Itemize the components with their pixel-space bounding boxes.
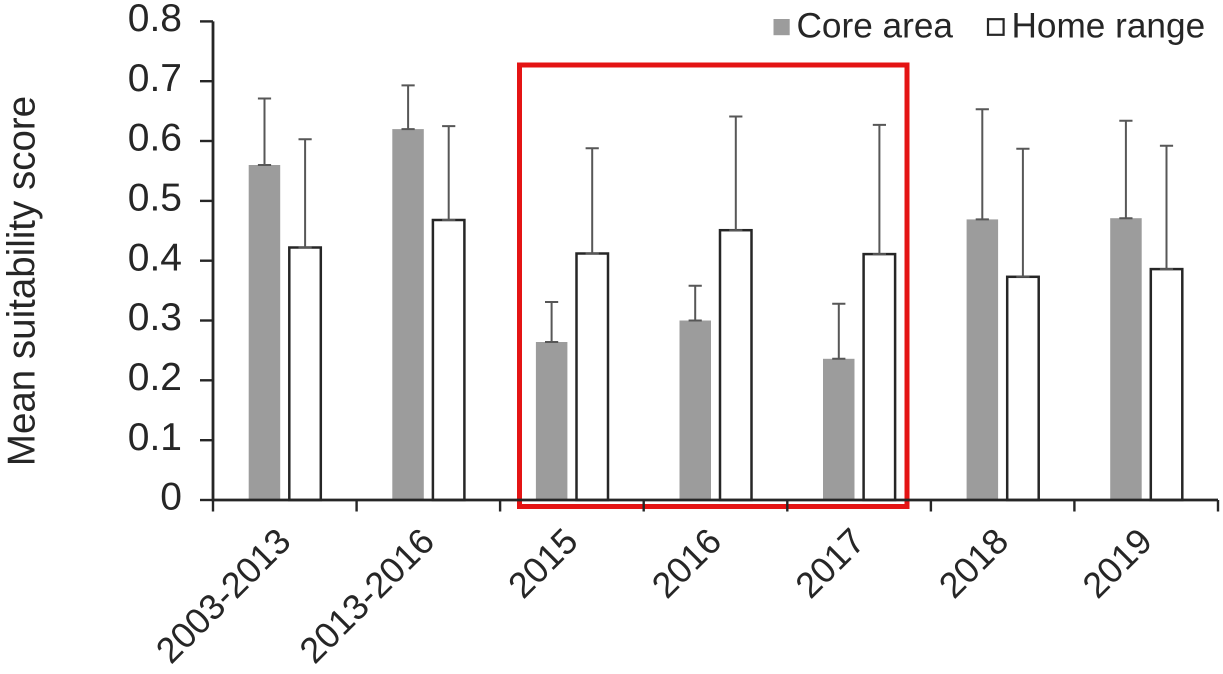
svg-text:Mean suitability score: Mean suitability score: [1, 96, 44, 466]
svg-text:0.6: 0.6: [128, 117, 182, 160]
svg-text:0.8: 0.8: [128, 0, 182, 40]
svg-text:0.4: 0.4: [128, 236, 182, 279]
svg-text:Home range: Home range: [1012, 7, 1206, 46]
svg-text:Core area: Core area: [797, 7, 954, 46]
svg-text:0.7: 0.7: [128, 57, 182, 100]
svg-text:0.3: 0.3: [128, 296, 182, 339]
svg-text:0.2: 0.2: [128, 356, 182, 399]
svg-text:0.1: 0.1: [128, 416, 182, 459]
svg-text:0: 0: [160, 476, 182, 519]
svg-text:0.5: 0.5: [128, 177, 182, 220]
